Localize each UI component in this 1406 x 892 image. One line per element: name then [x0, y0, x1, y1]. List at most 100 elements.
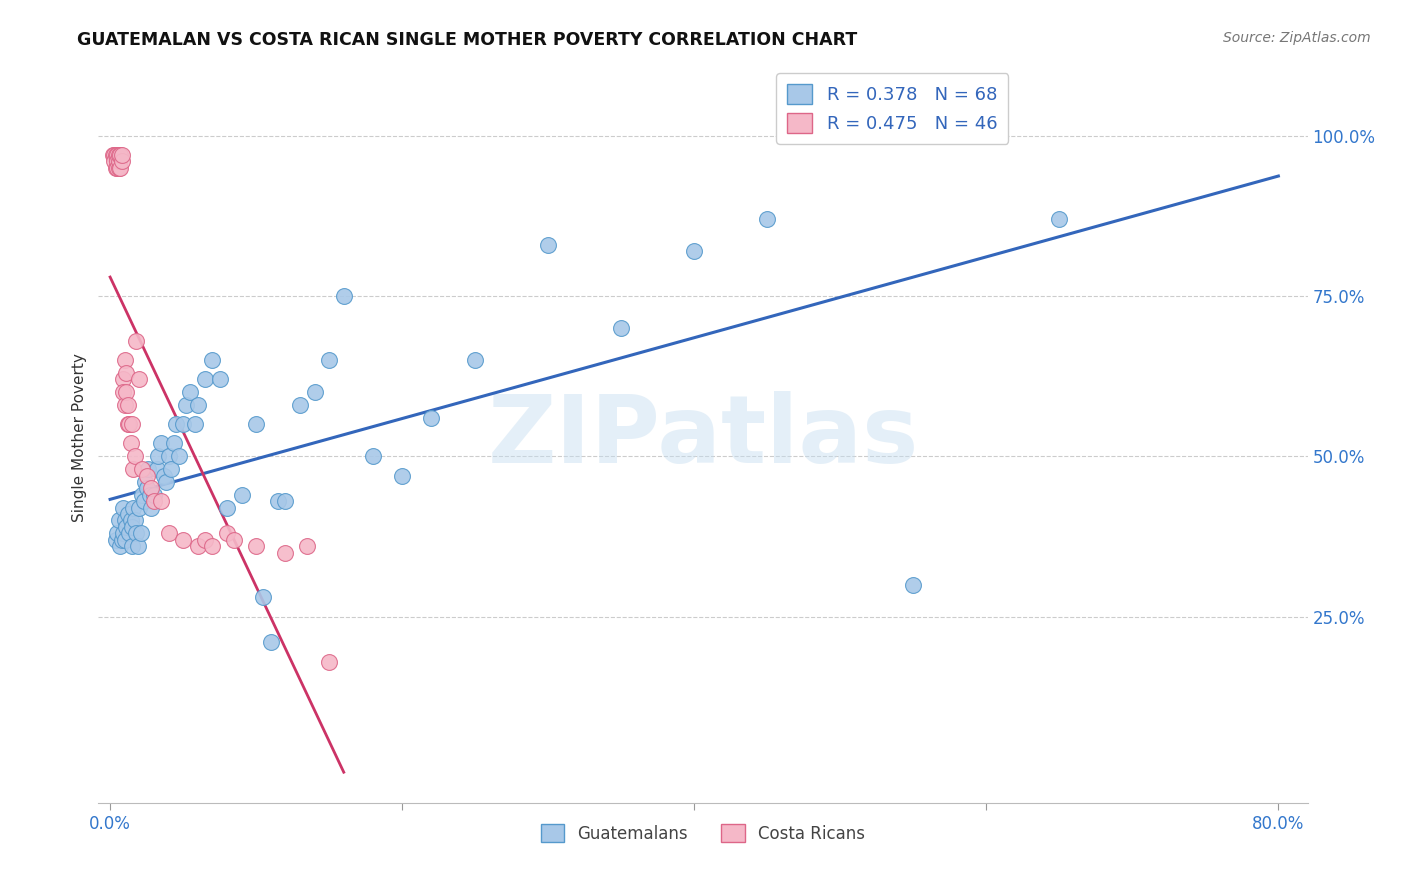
Point — [756, 211, 779, 226]
Point — [115, 520, 138, 534]
Point — [274, 494, 297, 508]
Point — [361, 450, 384, 464]
Point — [127, 539, 149, 553]
Point — [332, 289, 354, 303]
Point — [464, 353, 486, 368]
Text: Source: ZipAtlas.com: Source: ZipAtlas.com — [1223, 31, 1371, 45]
Point — [201, 353, 224, 368]
Point — [165, 417, 187, 432]
Point — [142, 494, 165, 508]
Point — [267, 494, 290, 508]
Point — [146, 462, 169, 476]
Point — [110, 161, 132, 175]
Point — [537, 237, 560, 252]
Point — [318, 655, 340, 669]
Point — [101, 148, 124, 162]
Point — [136, 462, 159, 476]
Point — [114, 353, 136, 368]
Point — [131, 488, 153, 502]
Point — [148, 450, 170, 464]
Point — [297, 539, 319, 553]
Point — [112, 385, 135, 400]
Point — [108, 161, 131, 175]
Y-axis label: Single Mother Poverty: Single Mother Poverty — [72, 352, 87, 522]
Point — [104, 161, 127, 175]
Point — [114, 514, 136, 528]
Point — [111, 148, 134, 162]
Text: GUATEMALAN VS COSTA RICAN SINGLE MOTHER POVERTY CORRELATION CHART: GUATEMALAN VS COSTA RICAN SINGLE MOTHER … — [77, 31, 858, 49]
Point — [128, 372, 150, 386]
Point — [112, 372, 135, 386]
Point — [683, 244, 706, 258]
Point — [121, 417, 143, 432]
Point — [231, 488, 253, 502]
Point — [107, 526, 129, 541]
Point — [139, 482, 162, 496]
Point — [610, 321, 633, 335]
Point — [187, 539, 209, 553]
Point — [163, 436, 186, 450]
Point — [115, 385, 138, 400]
Point — [150, 494, 173, 508]
Point — [117, 417, 139, 432]
Point — [129, 526, 152, 541]
Point — [391, 468, 413, 483]
Point — [215, 526, 238, 541]
Point — [201, 539, 224, 553]
Point — [118, 417, 141, 432]
Point — [245, 539, 267, 553]
Point — [157, 450, 180, 464]
Point — [138, 488, 160, 502]
Point — [115, 366, 138, 380]
Point — [179, 385, 201, 400]
Point — [131, 462, 153, 476]
Point — [128, 500, 150, 515]
Point — [318, 353, 340, 368]
Point — [142, 488, 165, 502]
Point — [304, 385, 326, 400]
Point — [103, 154, 125, 169]
Point — [118, 526, 141, 541]
Point — [124, 514, 146, 528]
Point — [112, 526, 135, 541]
Point — [104, 148, 127, 162]
Point — [108, 514, 131, 528]
Point — [135, 468, 157, 483]
Legend: Guatemalans, Costa Ricans: Guatemalans, Costa Ricans — [534, 818, 872, 849]
Point — [111, 533, 134, 547]
Point — [117, 398, 139, 412]
Point — [134, 475, 156, 489]
Point — [110, 148, 132, 162]
Point — [103, 148, 125, 162]
Point — [139, 500, 162, 515]
Point — [215, 500, 238, 515]
Point — [132, 494, 155, 508]
Point — [104, 533, 127, 547]
Point — [120, 436, 142, 450]
Point — [122, 500, 145, 515]
Point — [167, 450, 190, 464]
Point — [112, 500, 135, 515]
Point — [187, 398, 209, 412]
Point — [903, 577, 925, 591]
Point — [224, 533, 246, 547]
Point — [108, 154, 131, 169]
Point — [1047, 211, 1070, 226]
Point — [117, 507, 139, 521]
Point — [114, 533, 136, 547]
Point — [157, 526, 180, 541]
Point — [172, 533, 194, 547]
Point — [194, 533, 217, 547]
Text: ZIPatlas: ZIPatlas — [488, 391, 918, 483]
Point — [135, 482, 157, 496]
Point — [110, 539, 132, 553]
Point — [111, 154, 134, 169]
Point — [420, 410, 443, 425]
Point — [252, 591, 274, 605]
Point — [125, 334, 148, 348]
Point — [208, 372, 231, 386]
Point — [150, 436, 173, 450]
Point — [121, 539, 143, 553]
Point — [121, 520, 143, 534]
Point — [245, 417, 267, 432]
